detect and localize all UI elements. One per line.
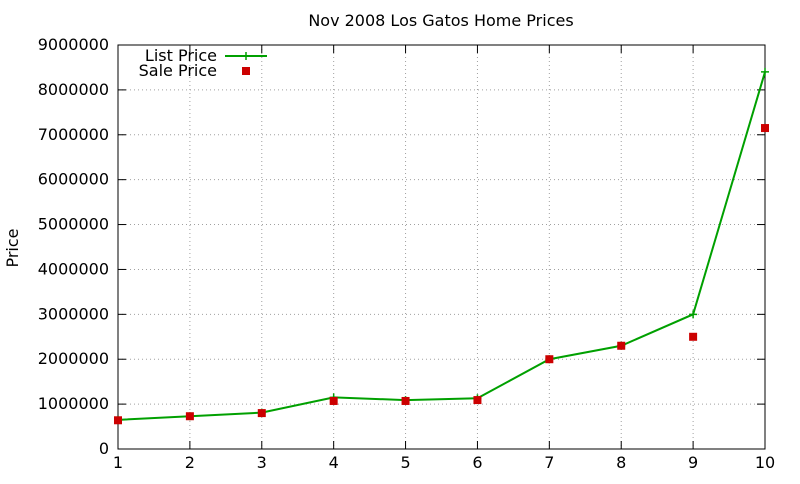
grid xyxy=(118,45,765,449)
y-tick-label: 2000000 xyxy=(38,349,109,368)
x-tick-label: 2 xyxy=(185,453,195,472)
data-point-list-price xyxy=(689,310,698,319)
axis-ticks: 0 1000000 2000000 3000000 4000000 5000000 6000… xyxy=(38,35,775,472)
legend: List Price Sale Price xyxy=(139,46,267,80)
plot-border xyxy=(117,44,766,450)
data-point-sale-price xyxy=(473,396,482,405)
x-tick-label: 6 xyxy=(472,453,482,472)
y-tick-label: 0 xyxy=(99,439,109,458)
data-point-sale-price xyxy=(329,396,338,405)
y-tick-label: 5000000 xyxy=(38,215,109,234)
x-tick-label: 5 xyxy=(400,453,410,472)
x-tick-label: 9 xyxy=(688,453,698,472)
data-point-list-price xyxy=(761,67,769,76)
legend-marker-sale-price xyxy=(242,67,250,75)
x-tick-label: 10 xyxy=(755,453,775,472)
y-tick-label: 1000000 xyxy=(38,394,109,413)
data-point-sale-price xyxy=(257,409,266,418)
series xyxy=(114,67,769,425)
data-point-sale-price xyxy=(761,124,769,133)
x-tick-label: 4 xyxy=(329,453,339,472)
y-tick-label: 6000000 xyxy=(38,170,109,189)
legend-label-list-price: List Price xyxy=(145,46,217,65)
x-tick-label: 3 xyxy=(257,453,267,472)
legend-marker-list-price xyxy=(242,52,250,60)
data-point-sale-price xyxy=(114,416,122,425)
x-tick-label: 7 xyxy=(544,453,554,472)
y-tick-label: 9000000 xyxy=(38,35,109,54)
x-tick-label: 8 xyxy=(616,453,626,472)
y-tick-label: 4000000 xyxy=(38,259,109,278)
y-axis-label: Price xyxy=(3,228,22,267)
data-point-sale-price xyxy=(401,396,410,405)
data-point-sale-price xyxy=(689,332,698,341)
y-tick-label: 3000000 xyxy=(38,304,109,323)
legend-label-sale-price: Sale Price xyxy=(139,61,217,80)
data-point-sale-price xyxy=(545,355,554,364)
series-line-list-price xyxy=(117,71,766,421)
chart-title: Nov 2008 Los Gatos Home Prices xyxy=(308,11,573,30)
data-point-sale-price xyxy=(617,341,626,350)
data-point-sale-price xyxy=(185,412,194,421)
x-tick-label: 1 xyxy=(113,453,123,472)
y-tick-label: 7000000 xyxy=(38,125,109,144)
y-tick-label: 8000000 xyxy=(38,80,109,99)
